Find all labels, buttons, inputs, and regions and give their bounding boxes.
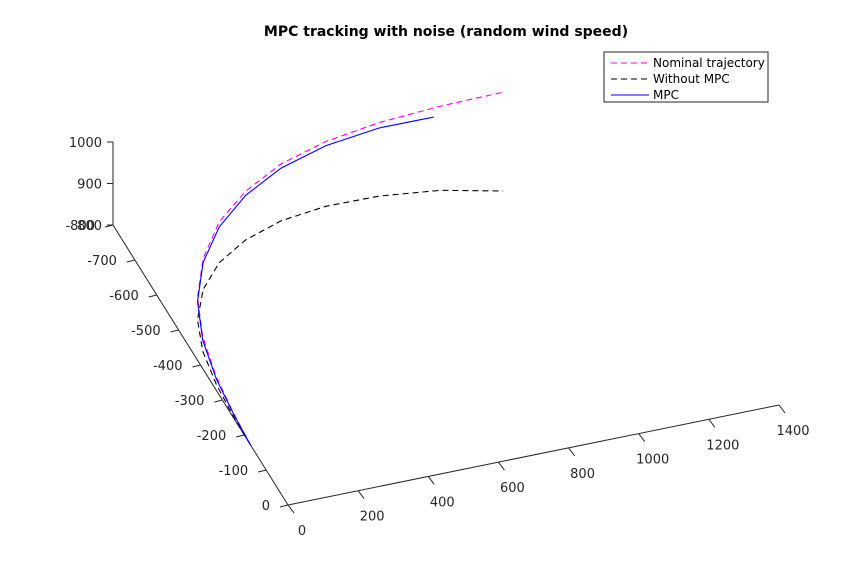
x-tick-mark (287, 504, 295, 514)
legend: Nominal trajectory Without MPC MPC (603, 51, 769, 103)
x-tick-label: 0 (298, 524, 306, 539)
x-tick-label: 1400 (776, 424, 809, 439)
x-tick-label: 1000 (636, 453, 669, 468)
y-tick-label: -800 (65, 219, 95, 234)
series-layer (196, 91, 504, 446)
y-tick-mark (148, 294, 157, 298)
ticks: 0 200 400 600 800 1000 1200 1400 0 -100 -200 -300 -4… (65, 136, 809, 539)
y-tick-label: -600 (109, 289, 139, 304)
x-tick-mark (638, 433, 646, 442)
y-tick-label: -300 (175, 394, 205, 409)
legend-label: MPC (653, 88, 679, 102)
z-tick-label: 900 (77, 178, 102, 193)
x-tick-mark (357, 490, 365, 500)
x-tick-label: 200 (360, 510, 385, 525)
legend-label: Without MPC (653, 72, 730, 86)
x-tick-label: 600 (500, 481, 525, 496)
y-tick-label: -400 (153, 359, 183, 374)
x-tick-label: 800 (570, 467, 595, 482)
y-tick-mark (126, 259, 135, 263)
x-tick-mark (568, 447, 575, 457)
y-tick-mark (279, 504, 289, 508)
x-tick-label: 1200 (706, 438, 739, 453)
x-tick-mark (778, 404, 786, 414)
legend-label: Nominal trajectory (653, 56, 765, 70)
z-tick-label: 1000 (69, 136, 102, 151)
y-tick-label: -100 (219, 464, 249, 479)
legend-box (603, 51, 769, 103)
y-tick-mark (170, 329, 179, 333)
y-tick-mark (236, 434, 245, 438)
y-tick-label: -500 (131, 324, 161, 339)
x-tick-label: 400 (430, 495, 455, 510)
x-tick-mark (427, 476, 435, 485)
y-tick-label: 0 (262, 499, 270, 514)
y-tick-label: -200 (197, 429, 227, 444)
y-tick-mark (192, 364, 201, 368)
y-tick-label: -700 (87, 254, 117, 269)
y-tick-mark (258, 469, 267, 473)
z-tick-label: 800 (77, 219, 102, 234)
series-line-mpc (196, 116, 434, 446)
x-axis-line (287, 404, 780, 506)
x-tick-mark (498, 461, 505, 471)
y-tick-mark (214, 399, 223, 403)
x-tick-mark (708, 418, 716, 428)
chart-title: MPC tracking with noise (random wind spe… (264, 24, 628, 40)
